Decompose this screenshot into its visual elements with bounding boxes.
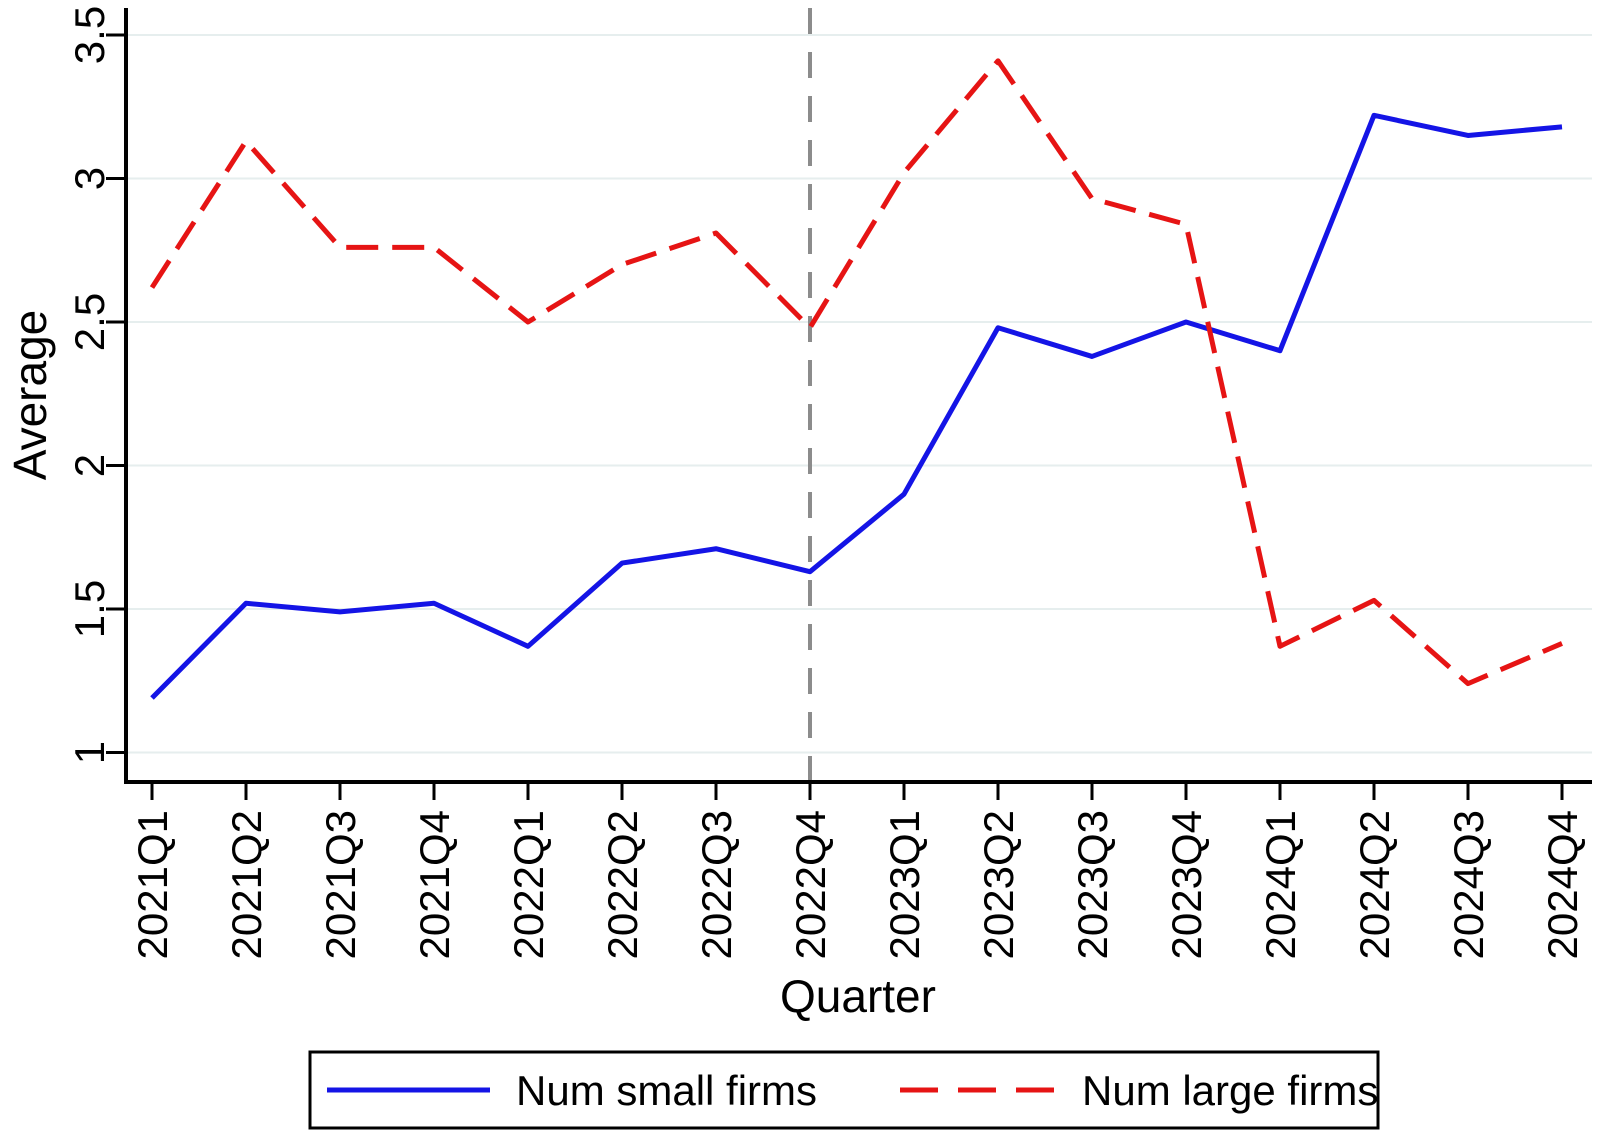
legend: Num small firms Num large firms: [308, 1050, 1380, 1130]
x-tick-label: 2022Q2: [599, 810, 646, 959]
legend-label-large-firms: Num large firms: [1082, 1067, 1378, 1114]
axis-lines: [124, 8, 1592, 784]
x-tick-label: 2021Q1: [129, 810, 176, 959]
x-tick-label: 2021Q4: [411, 810, 458, 959]
x-tick-label: 2024Q2: [1351, 810, 1398, 959]
x-tick-label: 2022Q3: [693, 810, 740, 959]
x-tick-label: 2023Q4: [1163, 810, 1210, 959]
y-tick-label: 2.5: [66, 293, 113, 351]
series-lines: [149, 58, 1563, 700]
gridlines: [126, 34, 1592, 754]
x-tick-label: 2024Q3: [1445, 810, 1492, 959]
x-axis-title: Quarter: [780, 970, 936, 1022]
y-tick-label: 3.5: [66, 6, 113, 64]
x-axis-tick-labels: 2021Q1 2021Q2 2021Q3 2021Q4 2022Q1 2022Q2 2022…: [129, 810, 1586, 959]
y-tick-label: 2: [66, 454, 113, 477]
x-tick-label: 2023Q2: [975, 810, 1022, 959]
x-tick-label: 2021Q3: [317, 810, 364, 959]
x-tick-label: 2021Q2: [223, 810, 270, 959]
legend-label-small-firms: Num small firms: [516, 1067, 817, 1114]
y-axis-title: Average: [4, 310, 56, 481]
x-tick-label: 2024Q1: [1257, 810, 1304, 959]
x-tick-label: 2024Q4: [1539, 810, 1586, 959]
axes: [124, 8, 1592, 784]
series-line-large-firms: [149, 58, 1563, 687]
x-axis-ticks: [150, 782, 1564, 800]
y-tick-label: 1: [66, 741, 113, 764]
series-line-small-firms: [150, 112, 1563, 700]
y-axis-ticks: [106, 33, 126, 754]
y-axis-tick-labels: 1 1.5 2 2.5 3 3.5: [66, 6, 113, 764]
x-tick-label: 2022Q4: [787, 810, 834, 959]
y-tick-label: 3: [66, 167, 113, 190]
x-tick-label: 2023Q1: [881, 810, 928, 959]
x-tick-label: 2022Q1: [505, 810, 552, 959]
x-tick-label: 2023Q3: [1069, 810, 1116, 959]
y-tick-label: 1.5: [66, 580, 113, 638]
